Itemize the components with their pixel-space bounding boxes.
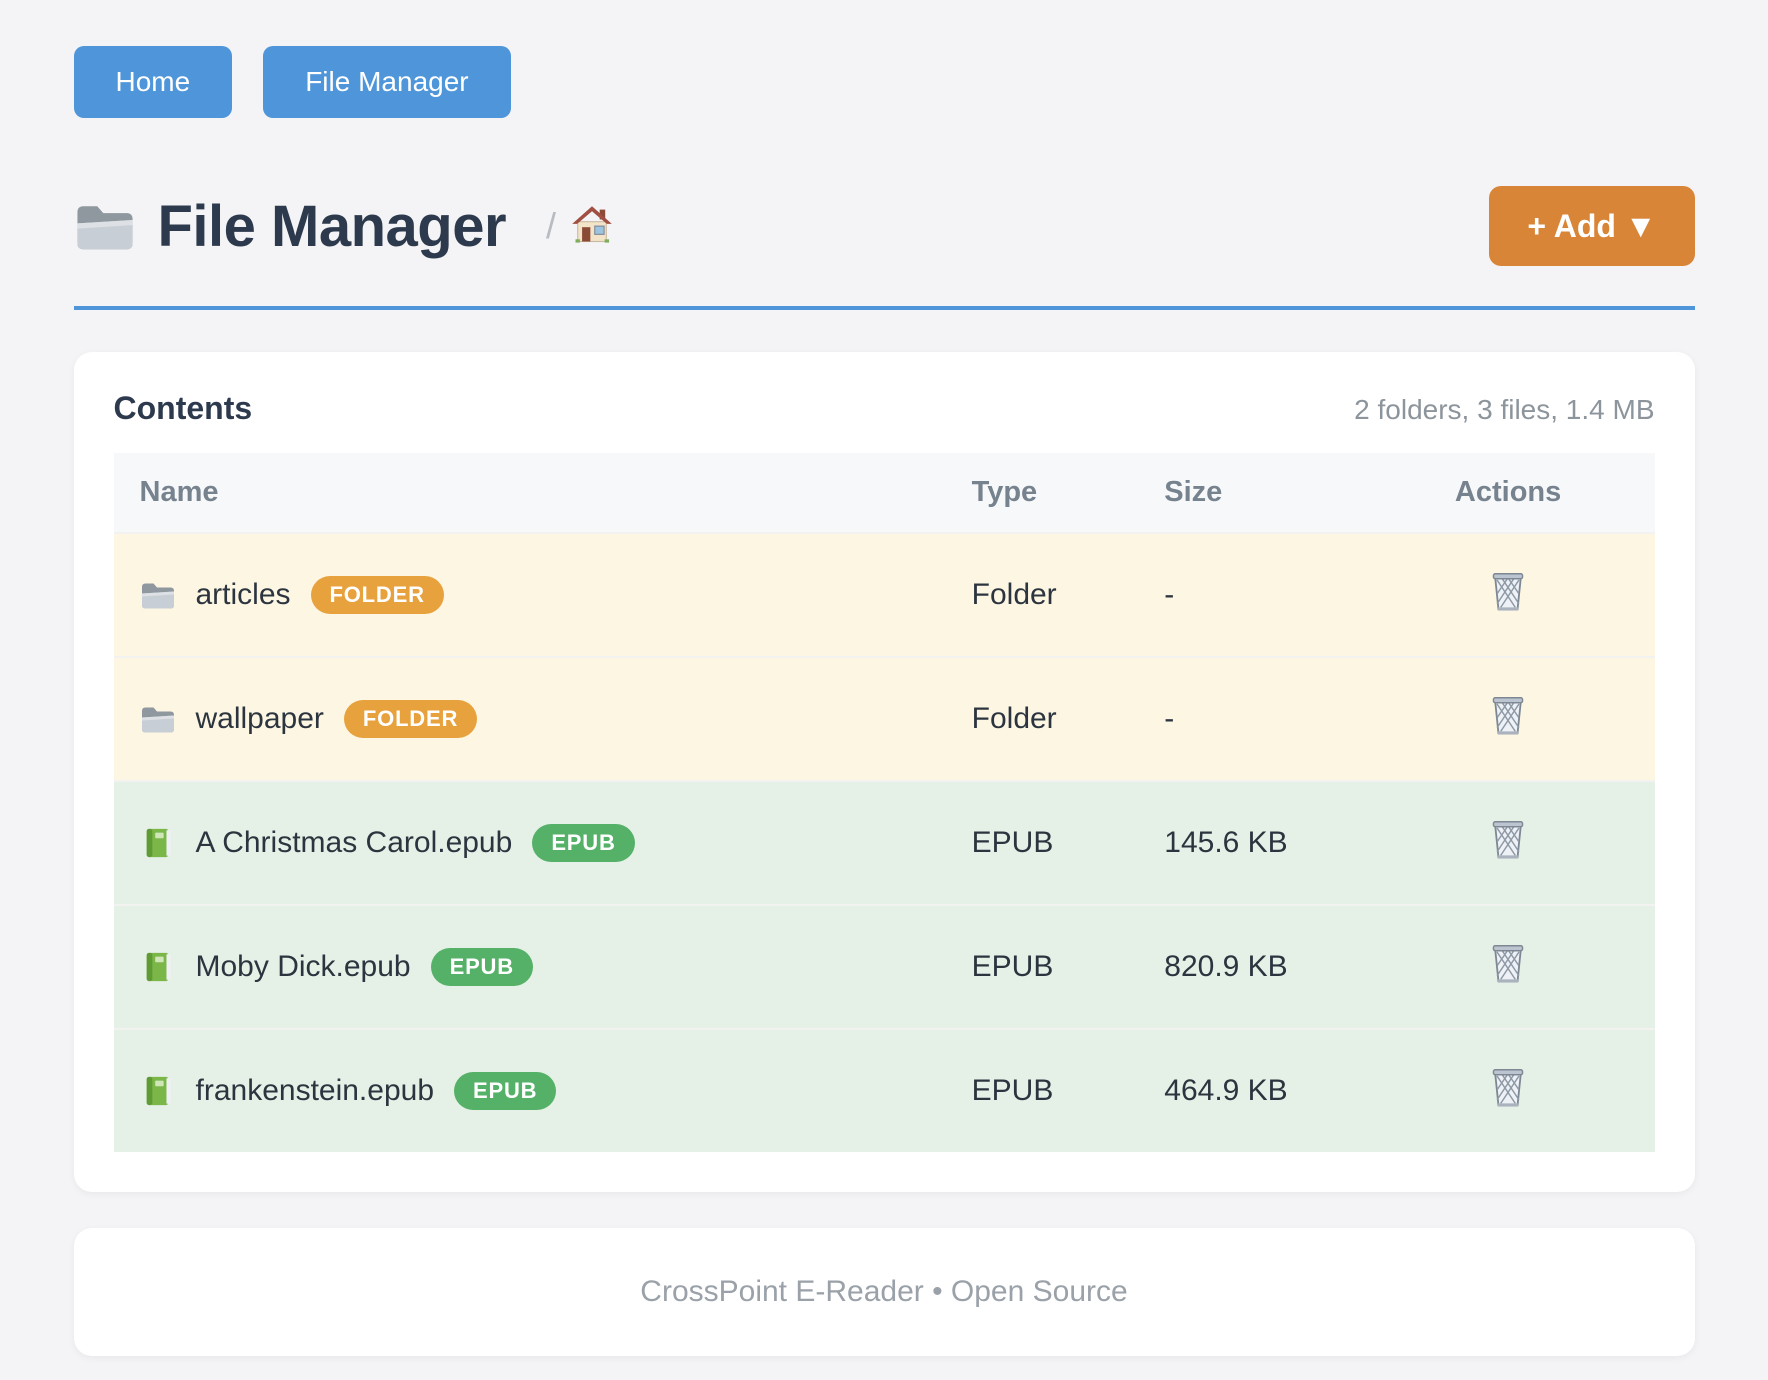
- delete-button[interactable]: [1488, 568, 1528, 614]
- column-header-type: Type: [945, 453, 1139, 533]
- footer-text: CrossPoint E-Reader • Open Source: [640, 1275, 1128, 1308]
- table-row: articles FOLDER Folder -: [113, 533, 1655, 657]
- title-row: File Manager / + Add ▼: [74, 186, 1695, 266]
- book-icon: [140, 1075, 176, 1107]
- trash-icon: [1488, 1064, 1528, 1110]
- breadcrumb: /: [546, 203, 614, 250]
- top-nav: Home File Manager: [73, 46, 1695, 118]
- add-button[interactable]: + Add ▼: [1489, 186, 1695, 266]
- size-cell: -: [1164, 578, 1175, 611]
- table-header-row: Name Type Size Actions: [113, 453, 1655, 533]
- size-cell: 820.9 KB: [1164, 950, 1288, 983]
- folder-icon: [140, 579, 176, 611]
- column-header-name: Name: [113, 453, 946, 533]
- table-row: wallpaper FOLDER Folder -: [113, 657, 1655, 781]
- trash-icon: [1488, 568, 1528, 614]
- item-name-link[interactable]: articles: [195, 578, 291, 611]
- files-table: Name Type Size Actions articles FOLDER: [113, 453, 1655, 1152]
- size-cell: 464.9 KB: [1164, 1074, 1288, 1107]
- type-cell: EPUB: [971, 950, 1054, 983]
- delete-button[interactable]: [1488, 692, 1528, 738]
- column-header-actions: Actions: [1361, 453, 1655, 533]
- folder-icon: [140, 703, 176, 735]
- item-name-link[interactable]: A Christmas Carol.epub: [195, 826, 513, 859]
- nav-button-home[interactable]: Home: [73, 46, 233, 118]
- trash-icon: [1488, 816, 1528, 862]
- trash-icon: [1488, 940, 1528, 986]
- delete-button[interactable]: [1488, 1064, 1528, 1110]
- delete-button[interactable]: [1488, 940, 1528, 986]
- breadcrumb-separator: /: [546, 205, 557, 246]
- table-row: A Christmas Carol.epub EPUB EPUB 145.6 K…: [113, 781, 1655, 905]
- page-container: Home File Manager File Manager / + Add ▼…: [73, 0, 1695, 1356]
- type-cell: Folder: [971, 702, 1057, 735]
- delete-button[interactable]: [1488, 816, 1528, 862]
- table-row: frankenstein.epub EPUB EPUB 464.9 KB: [113, 1029, 1655, 1152]
- title-divider: [73, 306, 1695, 310]
- book-icon: [140, 951, 176, 983]
- type-cell: Folder: [971, 578, 1057, 611]
- nav-button-file-manager[interactable]: File Manager: [263, 46, 511, 118]
- item-name-link[interactable]: wallpaper: [195, 702, 324, 735]
- size-cell: 145.6 KB: [1164, 826, 1288, 859]
- item-name-link[interactable]: frankenstein.epub: [195, 1074, 435, 1107]
- house-icon: [570, 203, 614, 250]
- contents-summary: 2 folders, 3 files, 1.4 MB: [1354, 394, 1655, 425]
- folder-badge: FOLDER: [310, 576, 444, 614]
- item-name-link[interactable]: Moby Dick.epub: [195, 950, 411, 983]
- epub-badge: EPUB: [430, 948, 533, 986]
- book-icon: [140, 827, 176, 859]
- breadcrumb-home-button[interactable]: [570, 203, 614, 250]
- folder-badge: FOLDER: [343, 700, 478, 738]
- contents-heading: Contents: [113, 390, 253, 426]
- type-cell: EPUB: [971, 1074, 1054, 1107]
- trash-icon: [1488, 692, 1528, 738]
- epub-badge: EPUB: [532, 824, 635, 862]
- column-header-size: Size: [1138, 453, 1362, 533]
- epub-badge: EPUB: [454, 1072, 557, 1110]
- footer-card: CrossPoint E-Reader • Open Source: [73, 1228, 1695, 1356]
- contents-card: Contents 2 folders, 3 files, 1.4 MB Name…: [73, 352, 1695, 1192]
- type-cell: EPUB: [971, 826, 1054, 859]
- table-row: Moby Dick.epub EPUB EPUB 820.9 KB: [113, 905, 1655, 1029]
- size-cell: -: [1164, 702, 1175, 735]
- page-title: File Manager: [157, 193, 507, 259]
- folder-icon: [74, 200, 136, 252]
